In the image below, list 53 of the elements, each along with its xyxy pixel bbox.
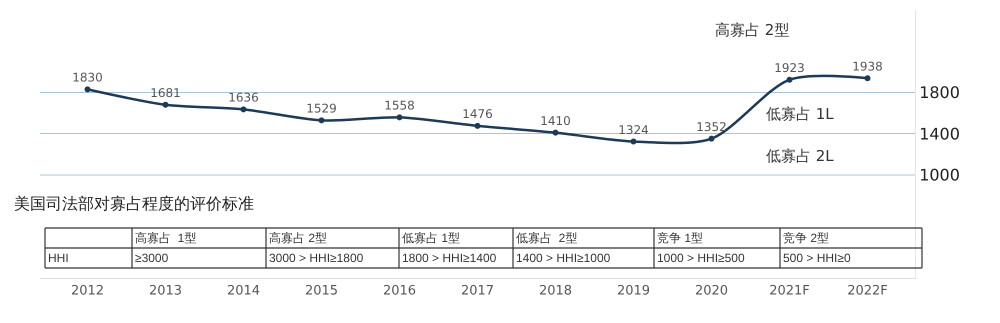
x-tick-label: 2022F (847, 284, 888, 299)
point (162, 102, 168, 108)
point (84, 86, 90, 92)
x-tick-label: 2018 (538, 284, 572, 299)
annotation: 1400 > HHI≥1000 (516, 251, 611, 265)
point (708, 136, 714, 142)
annotation: 竞争 1型 (657, 231, 704, 245)
annotation: HHI (48, 251, 69, 265)
annotation: 1800 > HHI≥1400 (402, 251, 497, 265)
annotation: 3000 > HHI≥1800 (269, 251, 364, 265)
x-tick-label: 2013 (148, 284, 182, 299)
data-label: 1352 (696, 120, 727, 134)
data-label: 1923 (774, 61, 805, 76)
x-tick-label: 2014 (226, 284, 260, 299)
point (396, 114, 402, 120)
point (240, 106, 246, 112)
data-label: 1529 (306, 102, 337, 116)
y-tick-label: 1000 (919, 166, 960, 185)
point (786, 76, 792, 83)
data-label: 1938 (852, 59, 883, 74)
x-tick-label: 2021F (769, 284, 810, 299)
x-tick-label: 2015 (304, 284, 338, 299)
data-label: 1830 (72, 70, 103, 85)
annotation: 高寡占 2型 (269, 231, 328, 245)
data-label: 1410 (540, 114, 571, 128)
annotation: 美国司法部对寡占程度的评价标准 (14, 194, 254, 213)
data-label: 1636 (228, 90, 259, 105)
x-tick-label: 2016 (382, 284, 416, 299)
annotation: 500 > HHI≥0 (783, 251, 851, 265)
annotation: 低寡占 2L (766, 147, 834, 165)
annotation: 高寡占 2型 (715, 21, 790, 39)
annotation: 低寡占 1型 (402, 231, 460, 245)
x-tick-label: 2012 (70, 284, 104, 299)
data-label: 1476 (462, 107, 493, 122)
point (474, 122, 480, 129)
x-tick-label: 2017 (460, 284, 494, 299)
data-label: 1324 (618, 122, 649, 137)
annotation: 竞争 2型 (783, 231, 830, 245)
y-tick-label: 1800 (919, 83, 960, 102)
x-tick-label: 2019 (616, 284, 650, 299)
y-tick-label: 1400 (919, 124, 960, 144)
point (318, 117, 324, 124)
annotation: 高寡占 1型 (135, 231, 196, 245)
x-tick-label: 2020 (694, 284, 728, 299)
data-label: 1681 (150, 86, 181, 100)
annotation: 1000 > HHI≥500 (657, 251, 745, 265)
annotation: 低寡占 2型 (516, 231, 578, 245)
point (864, 75, 870, 82)
annotation: ≥3000 (135, 251, 169, 265)
point (552, 130, 558, 136)
annotation: 低寡占 1L (766, 105, 834, 123)
point (630, 138, 636, 145)
data-label: 1558 (384, 98, 415, 113)
